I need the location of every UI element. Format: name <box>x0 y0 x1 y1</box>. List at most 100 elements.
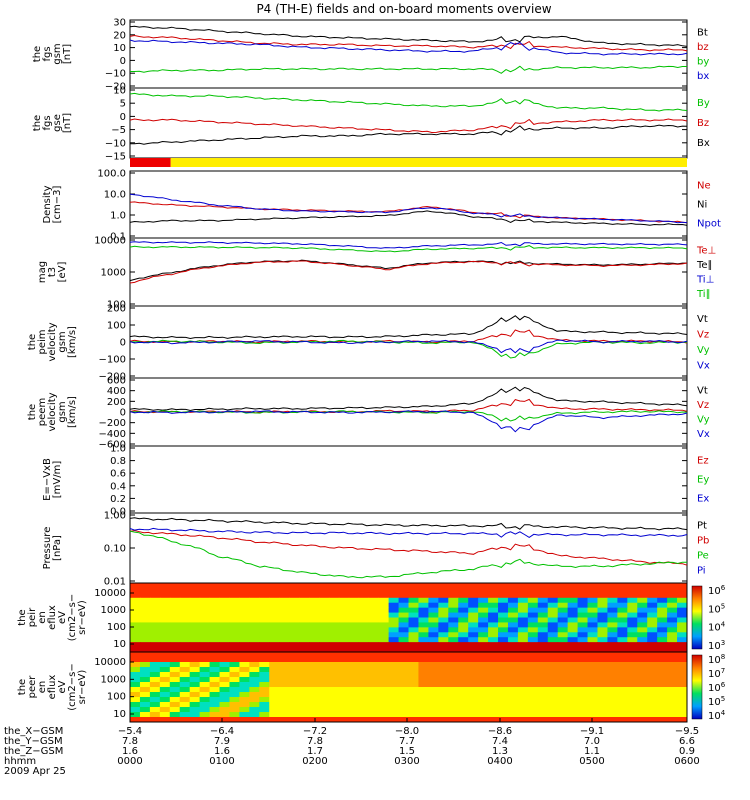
heatmap-cell <box>179 632 191 638</box>
heatmap-cell <box>249 622 260 628</box>
heatmap-cell <box>458 642 469 648</box>
heatmap-cell <box>169 602 181 609</box>
heatmap-cell <box>557 702 569 708</box>
heatmap-cell <box>299 597 310 604</box>
heatmap-cell <box>517 607 529 614</box>
heatmap-cell <box>398 717 409 723</box>
heatmap-cell <box>299 707 310 713</box>
heatmap-cell <box>309 622 320 628</box>
heatmap-cell <box>130 587 141 594</box>
heatmap-cell <box>279 697 290 703</box>
heatmap-cell <box>318 662 330 668</box>
heatmap-cell <box>587 682 598 688</box>
heatmap-cell <box>139 677 151 683</box>
heatmap-cell <box>577 677 589 683</box>
legend-entry: Vt <box>697 385 708 396</box>
heatmap-cell <box>527 712 539 718</box>
heatmap-cell <box>269 667 280 673</box>
heatmap-cell <box>547 632 559 638</box>
heatmap-cell <box>507 607 519 614</box>
heatmap-cell <box>488 692 499 698</box>
heatmap-cell <box>667 707 678 713</box>
heatmap-cell <box>557 692 569 698</box>
heatmap-cell <box>438 642 449 648</box>
heatmap-cell <box>527 597 539 604</box>
heatmap-cell <box>378 652 390 658</box>
heatmap-cell <box>607 717 618 723</box>
heatmap-cell <box>637 667 648 673</box>
heatmap-cell <box>418 612 429 618</box>
heatmap-cell <box>517 592 529 599</box>
heatmap-cell <box>398 583 409 589</box>
heatmap-cell <box>388 597 400 604</box>
heatmap-cell <box>348 692 360 698</box>
x-tick-label: 1.6 <box>122 746 138 757</box>
y-tick-label: 0.01 <box>104 577 126 588</box>
heatmap-cell <box>368 592 380 599</box>
heatmap-cell <box>259 672 270 678</box>
heatmap-cell <box>259 677 270 683</box>
heatmap-cell <box>408 597 419 604</box>
heatmap-cell <box>259 697 270 703</box>
heatmap-cell <box>209 682 221 688</box>
heatmap-cell <box>388 677 400 683</box>
heatmap-cell <box>448 712 459 718</box>
heatmap-cell <box>259 717 270 723</box>
heatmap-cell <box>289 583 300 589</box>
heatmap-cell <box>587 692 598 698</box>
heatmap-cell <box>408 712 419 718</box>
heatmap-cell <box>557 662 569 668</box>
y-axis-label: gsm <box>57 331 68 352</box>
heatmap-cell <box>219 612 230 618</box>
heatmap-cell <box>478 677 489 683</box>
heatmap-cell <box>507 632 519 638</box>
x-tick-label: −7.2 <box>303 726 327 737</box>
heatmap-cell <box>348 587 360 594</box>
heatmap-cell <box>677 642 688 648</box>
heatmap-cell <box>159 632 171 638</box>
heatmap-cell <box>259 632 270 638</box>
heatmap-cell <box>318 587 330 594</box>
heatmap-cell <box>637 617 648 623</box>
heatmap-cell <box>149 692 161 698</box>
heatmap-cell <box>159 707 171 713</box>
heatmap-cell <box>159 617 171 623</box>
heatmap-cell <box>279 712 290 718</box>
heatmap-cell <box>199 587 211 594</box>
heatmap-cell <box>627 637 638 643</box>
legend-entry: bz <box>697 42 709 53</box>
heatmap-cell <box>169 612 181 618</box>
heatmap-cell <box>249 692 260 698</box>
heatmap-cell <box>587 697 598 703</box>
heatmap-cell <box>328 687 340 693</box>
heatmap-cell <box>189 687 201 693</box>
heatmap-cell <box>537 682 549 688</box>
heatmap-cell <box>368 682 380 688</box>
heatmap-cell <box>269 712 280 718</box>
y-tick-label: 200 <box>107 304 126 315</box>
heatmap-cell <box>358 637 370 643</box>
heatmap-cell <box>577 607 589 614</box>
heatmap-cell <box>179 647 191 653</box>
heatmap-cell <box>637 612 648 618</box>
heatmap-cell <box>428 627 439 633</box>
heatmap-cell <box>597 702 608 708</box>
heatmap-cell <box>478 602 489 609</box>
heatmap-cell <box>527 667 539 673</box>
heatmap-cell <box>408 667 419 673</box>
heatmap-cell <box>498 677 509 683</box>
series-line-Vx <box>129 339 688 354</box>
heatmap-cell <box>448 672 459 678</box>
heatmap-cell <box>557 687 569 693</box>
heatmap-cell <box>179 602 191 609</box>
heatmap-cell <box>299 617 310 623</box>
heatmap-cell <box>209 702 221 708</box>
heatmap-cell <box>507 682 519 688</box>
heatmap-cell <box>428 592 439 599</box>
heatmap-cell <box>527 583 539 589</box>
y-tick-label: 10 <box>113 86 126 97</box>
heatmap-cell <box>239 627 250 633</box>
y-tick-label: 10 <box>113 639 126 650</box>
heatmap-cell <box>488 647 499 653</box>
